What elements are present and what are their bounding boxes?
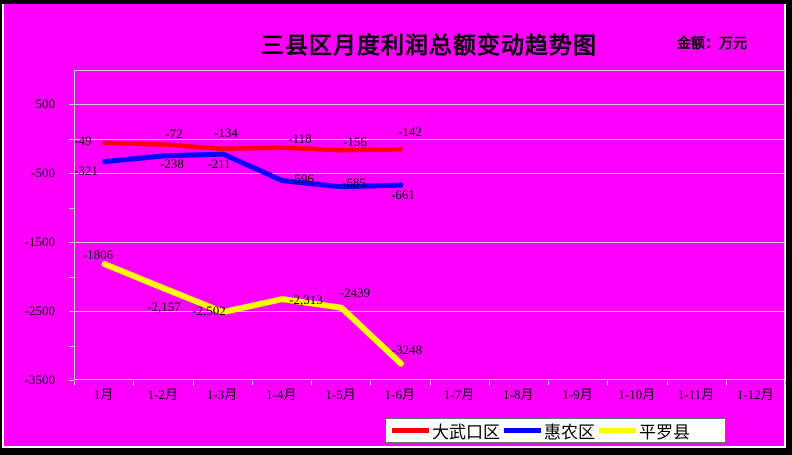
y-axis-tick: [69, 138, 74, 140]
x-axis-category-label: 1-4月: [266, 387, 297, 402]
data-label: -685: [342, 175, 366, 190]
data-label: -596: [290, 171, 314, 186]
x-axis-tick: [429, 381, 431, 385]
legend-label-huinong: 惠农区: [544, 423, 595, 442]
y-axis-tick-label: -3500: [24, 372, 55, 387]
x-axis-tick: [785, 381, 786, 385]
data-label: -661: [391, 187, 415, 202]
series-line-2[interactable]: [101, 261, 404, 367]
legend-item-pingluo[interactable]: 平罗县: [599, 418, 690, 443]
y-axis-tick: [69, 173, 74, 174]
gridline: [75, 173, 784, 174]
data-label: -2,313: [289, 292, 323, 307]
legend-label-pingluo: 平罗县: [639, 423, 690, 442]
x-axis-category-label: 1-11月: [677, 387, 715, 402]
data-label: -142: [398, 124, 422, 139]
data-label: -156: [343, 134, 367, 149]
y-axis-tick-label: -2500: [24, 303, 55, 318]
x-axis-tick: [251, 381, 253, 385]
data-label: -2,502: [192, 303, 226, 318]
x-axis-category-label: 1月: [93, 387, 114, 402]
x-axis-tick: [488, 381, 490, 385]
gridline: [75, 104, 784, 105]
x-axis-category-label: 1-2月: [147, 387, 179, 402]
y-axis-tick-label: 500: [35, 96, 56, 111]
x-axis-tick: [74, 381, 75, 385]
legend-line-blue-icon: [504, 428, 541, 433]
x-axis-category-label: 1-5月: [325, 387, 356, 402]
y-axis-tick: [69, 104, 74, 105]
series-lines: [101, 140, 404, 367]
x-axis-tick: [133, 381, 135, 385]
x-axis-tick: [192, 381, 194, 385]
y-axis-tick: [69, 345, 74, 347]
legend-item-huinong[interactable]: 惠农区: [504, 418, 595, 443]
x-axis-category-label: 1-10月: [618, 387, 656, 402]
x-axis-tick: [370, 381, 372, 385]
y-axis-tick: [69, 311, 74, 312]
x-axis-category-label: 1-7月: [443, 387, 475, 402]
y-axis-tick: [69, 276, 74, 278]
legend-label-dawukou: 大武口区: [432, 423, 500, 442]
y-axis-tick: [69, 380, 74, 381]
unit-label: 金额：万元: [677, 37, 747, 52]
legend-line-yellow-icon: [599, 428, 636, 433]
data-label: -238: [160, 156, 184, 171]
data-label: -72: [165, 126, 183, 141]
series-line-1[interactable]: [102, 151, 404, 190]
x-axis-tick: [548, 381, 549, 385]
x-axis-category-label: 1-6月: [384, 387, 416, 402]
data-label: -49: [74, 133, 92, 148]
data-label: -211: [207, 156, 231, 171]
data-label: -2,157: [147, 299, 181, 314]
chart-background: 三县区月度利润总额变动趋势图 金额：万元 500 -500 -1500 -2500 -3…: [2, 4, 786, 448]
y-axis-tick: [69, 242, 74, 243]
plot-area: [74, 70, 785, 380]
x-axis-tick: [311, 381, 312, 385]
y-axis-tick-label: -1500: [24, 234, 55, 249]
data-label: -1806: [82, 247, 114, 262]
data-label: -321: [74, 163, 98, 178]
x-axis-category-label: 1-3月: [206, 387, 238, 402]
x-axis-tick: [607, 381, 609, 385]
gridline: [75, 242, 784, 243]
x-axis-tick: [666, 381, 668, 385]
legend[interactable]: 大武口区 惠农区 平罗县: [385, 418, 726, 443]
y-axis-tick: [69, 207, 74, 209]
x-axis-category-label: 1-8月: [503, 387, 534, 402]
chart-title: 三县区月度利润总额变动趋势图: [261, 33, 597, 58]
x-axis-tick: [725, 381, 727, 385]
zero-axis-line: [75, 138, 784, 140]
series-line-0[interactable]: [102, 140, 404, 153]
data-label: -2439: [339, 285, 371, 300]
gridline: [75, 311, 784, 312]
legend-item-dawukou[interactable]: 大武口区: [392, 418, 500, 443]
legend-line-red-icon: [392, 428, 429, 433]
x-axis-category-label: 1-12月: [736, 387, 774, 402]
data-label: -3248: [391, 342, 423, 357]
data-label: -118: [288, 131, 312, 146]
x-axis-category-label: 1-9月: [562, 387, 593, 402]
data-label: -134: [214, 125, 238, 140]
y-axis-tick-label: -500: [31, 165, 55, 180]
